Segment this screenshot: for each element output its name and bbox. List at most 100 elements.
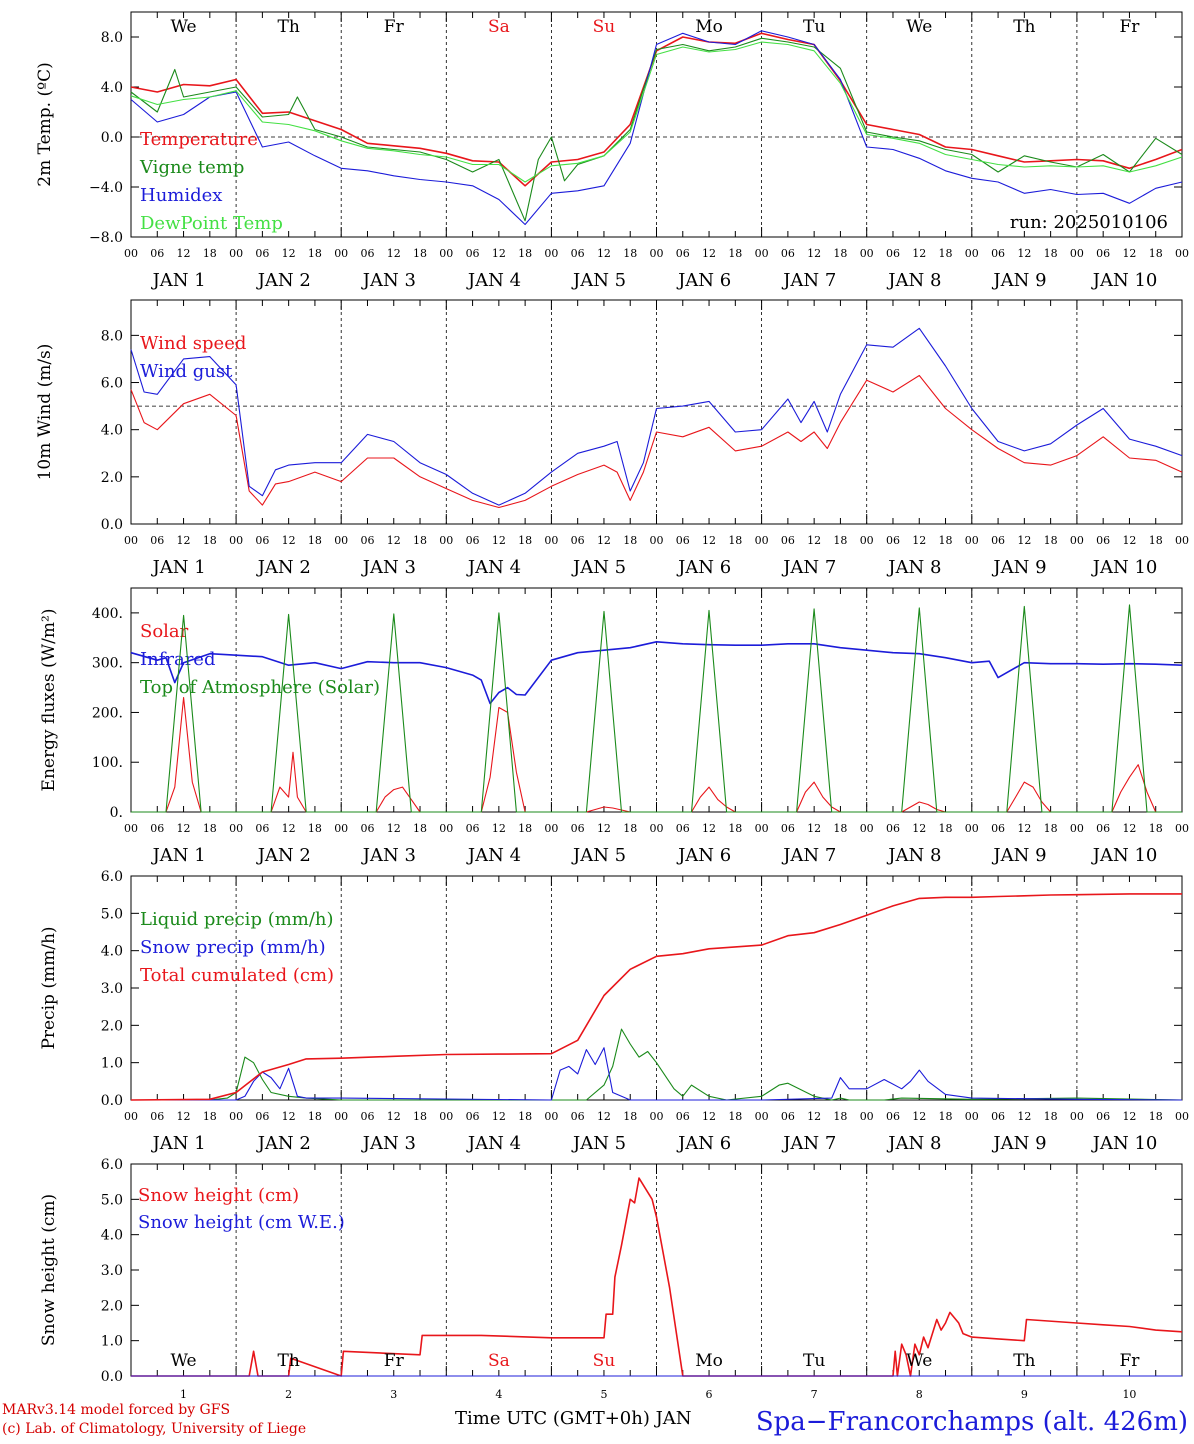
hour-tick-label: 06 [571,247,585,260]
hour-tick-label: 18 [308,247,322,260]
date-label: JAN 1 [151,557,206,578]
y-tick-label: 8.0 [101,328,123,344]
day-of-week-label: Su [593,17,616,37]
y-tick-label: 2.0 [101,470,123,486]
y-tick-label: 300. [92,656,123,672]
hour-tick-label: 18 [833,822,847,835]
legend-entry: Wind gust [140,361,233,382]
plot-frame [130,299,1183,525]
date-label: JAN 4 [466,1133,521,1154]
date-label: JAN 9 [991,1133,1046,1154]
y-tick-label: 0. [110,805,123,821]
hour-tick-label: 00 [1070,247,1084,260]
hour-tick-label: 18 [623,534,637,547]
hour-tick-label: 00 [965,534,979,547]
date-label: JAN 2 [256,845,311,866]
date-label: JAN 7 [781,1133,836,1154]
hour-tick-label: 00 [229,822,243,835]
hour-tick-label: 00 [544,1110,558,1123]
date-label: JAN 3 [361,557,416,578]
hour-tick-label: 00 [439,534,453,547]
hour-tick-label: 00 [1175,822,1189,835]
y-tick-label: 6.0 [101,1157,123,1173]
date-label: JAN 7 [781,845,836,866]
hour-tick-label: 00 [1070,534,1084,547]
hour-tick-label: 06 [1096,534,1110,547]
panel-1: −8.0 −4.0 0.0 4.0 8.0 2m Temp. (ºC) Temperatur… [35,11,1189,291]
date-label: JAN 8 [886,270,941,291]
hour-tick-label: 00 [124,534,138,547]
day-of-week-label: Su [593,1351,616,1371]
date-label: JAN 5 [571,270,626,291]
hour-tick-label: 18 [728,1110,742,1123]
hour-tick-label: 06 [466,1110,480,1123]
hour-tick-label: 18 [413,534,427,547]
day-number-label: 7 [811,1388,818,1401]
day-of-week-label: Fr [1119,17,1140,37]
panel-5: 0.0 1.0 2.0 3.0 4.0 5.0 6.0 Snow height (cm) Sno… [39,1157,1183,1385]
hour-tick-label: 00 [755,534,769,547]
y-tick-label: 0.0 [101,130,123,146]
y-tick-label: 4.0 [101,423,123,439]
hour-tick-label: 18 [203,822,217,835]
hour-tick-label: 06 [466,822,480,835]
hour-tick-label: 12 [912,247,926,260]
y-tick-label: 0.0 [101,1093,123,1109]
hour-tick-label: 18 [1149,822,1163,835]
hour-tick-label: 06 [991,247,1005,260]
y-tick-label: 100. [92,755,123,771]
hour-tick-label: 06 [360,534,374,547]
hour-tick-label: 00 [334,534,348,547]
hour-tick-label: 18 [728,822,742,835]
hour-tick-label: 12 [177,822,191,835]
hour-tick-label: 12 [387,1110,401,1123]
y-tick-label: 1.0 [101,1334,123,1350]
hour-tick-label: 12 [387,247,401,260]
hour-tick-label: 12 [1017,534,1031,547]
y-tick-label: 0.0 [101,517,123,533]
series-line-1-4 [130,41,1183,183]
y-tick-label: 2.0 [101,1018,123,1034]
panel-4: 0.0 1.0 2.0 3.0 4.0 5.0 6.0 Precip (mm/h) Liquid… [39,869,1189,1154]
hour-tick-label: 18 [728,534,742,547]
hour-tick-label: 12 [597,822,611,835]
legend-entry: Top of Atmosphere (Solar) [140,677,380,698]
hour-tick-label: 12 [492,1110,506,1123]
day-of-week-label: Mo [695,1351,723,1371]
hour-tick-label: 18 [939,534,953,547]
date-label: JAN 10 [1091,1133,1158,1154]
date-label: JAN 9 [991,557,1046,578]
hour-tick-label: 00 [860,534,874,547]
hour-tick-label: 00 [755,247,769,260]
hour-tick-label: 18 [1044,1110,1058,1123]
hour-tick-label: 18 [203,247,217,260]
hour-tick-label: 00 [334,822,348,835]
day-of-week-label: We [170,1351,196,1371]
hour-tick-label: 06 [676,534,690,547]
hour-tick-label: 18 [518,534,532,547]
y-tick-label: 8.0 [101,30,123,46]
hour-tick-label: 18 [203,534,217,547]
hour-tick-label: 18 [308,1110,322,1123]
day-number-label: 10 [1122,1388,1136,1401]
y-axis-title: 10m Wind (m/s) [35,344,55,481]
hour-tick-label: 18 [939,1110,953,1123]
series-line-4-2 [131,1047,1183,1101]
legend-entry: Temperature [140,129,258,150]
y-axis-title: Snow height (cm) [39,1194,59,1346]
series-line-2-2 [130,327,1183,506]
hour-tick-label: 06 [781,1110,795,1123]
hour-tick-label: 00 [439,247,453,260]
hour-tick-label: 06 [360,247,374,260]
hour-tick-label: 12 [702,534,716,547]
hour-tick-label: 18 [623,822,637,835]
series-line-1-3 [130,30,1183,226]
hour-tick-label: 00 [1175,247,1189,260]
day-of-week-label: Fr [1119,1351,1140,1371]
hour-tick-label: 00 [229,247,243,260]
hour-tick-label: 12 [387,534,401,547]
hour-tick-label: 00 [1175,534,1189,547]
hour-tick-label: 12 [597,534,611,547]
hour-tick-label: 06 [1096,822,1110,835]
hour-tick-label: 18 [1044,534,1058,547]
